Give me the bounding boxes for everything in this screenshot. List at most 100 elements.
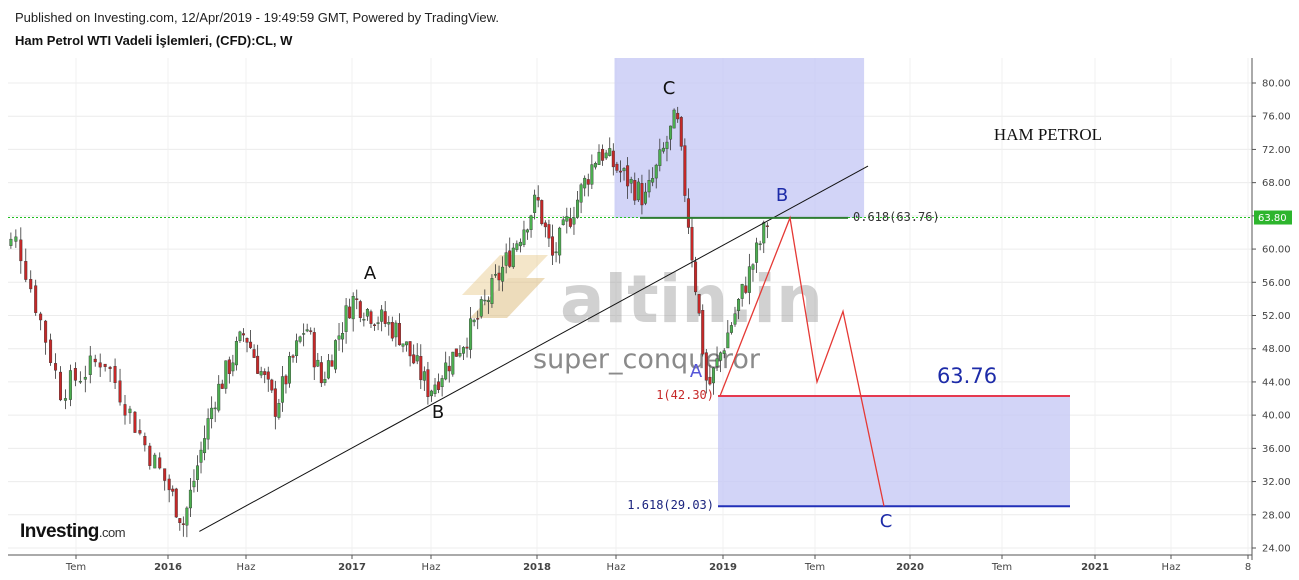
candle-body: [123, 404, 127, 416]
candle-body: [231, 362, 235, 372]
candle-body: [751, 264, 755, 270]
x-tick-label: 8: [1245, 562, 1251, 573]
wave-label-a2: A: [690, 361, 703, 382]
candle-body: [148, 445, 152, 466]
y-tick-label: 68.00: [1262, 178, 1291, 189]
candle-body: [755, 242, 759, 263]
candle-body: [711, 367, 715, 384]
candle-body: [447, 365, 451, 372]
candle-body: [34, 285, 38, 313]
candle-body: [408, 341, 412, 357]
y-tick-label: 36.00: [1262, 444, 1291, 455]
y-tick-label: 80.00: [1262, 79, 1291, 90]
logo-main: Investing: [20, 521, 99, 542]
candle-body: [326, 360, 330, 379]
x-tick-label: Haz: [422, 562, 441, 573]
candle-body: [341, 333, 345, 340]
candle-body: [561, 219, 565, 226]
annotation-target-value: 63.76: [937, 364, 997, 388]
candle-body: [622, 168, 626, 172]
x-tick-label: Tem: [991, 562, 1012, 573]
candle-body: [224, 360, 228, 389]
candle-body: [163, 468, 167, 481]
candle-body: [153, 454, 157, 469]
candle-body: [640, 183, 644, 206]
candle-body: [188, 489, 192, 509]
y-tick-label: 44.00: [1262, 377, 1291, 388]
candle-body: [14, 236, 18, 242]
candle-body: [312, 332, 316, 368]
candle-body: [536, 197, 540, 201]
candle-body: [719, 352, 723, 361]
candle-body: [88, 355, 92, 375]
candle-body: [373, 324, 377, 326]
published-line: Published on Investing.com, 12/Apr/2019 …: [15, 10, 499, 25]
candle-body: [647, 179, 651, 193]
candle-body: [454, 348, 458, 357]
candle-body: [419, 356, 423, 381]
candle-body: [694, 261, 698, 293]
candle-body: [576, 199, 580, 218]
candle-body: [690, 226, 694, 261]
x-tick-label: 2016: [154, 562, 182, 573]
candle-body: [287, 356, 291, 384]
candle-body: [284, 375, 288, 385]
candle-body: [422, 371, 426, 381]
wave-label-a: A: [364, 263, 377, 284]
candle-body: [118, 380, 122, 403]
candle-body: [39, 313, 43, 321]
candle-body: [54, 363, 58, 371]
candle-body: [93, 358, 97, 363]
x-tick-label: 2017: [338, 562, 366, 573]
candle-body: [669, 125, 673, 140]
candle-body: [511, 247, 515, 268]
trendline: [199, 165, 869, 532]
candle-body: [302, 333, 306, 335]
candle-body: [593, 163, 597, 168]
candle-body: [661, 147, 665, 152]
candle-body: [762, 222, 766, 244]
candle-body: [333, 340, 337, 370]
candle-body: [213, 407, 217, 410]
candle-body: [369, 311, 373, 324]
candle-body: [24, 261, 28, 280]
candle-body: [280, 376, 284, 403]
candle-body: [568, 218, 572, 227]
candle-body: [277, 403, 281, 418]
candle-body: [227, 359, 231, 374]
x-tick-label: 2019: [709, 562, 737, 573]
candle-body: [636, 181, 640, 201]
candle-body: [715, 358, 719, 367]
candle-body: [358, 301, 362, 318]
candle-body: [547, 224, 551, 239]
candle-body: [683, 145, 687, 196]
candle-body: [676, 112, 680, 120]
y-axis: 24.00 28.00 32.00 36.00 40.00 44.00 48.00 52.00…: [1252, 79, 1291, 555]
y-tick-label: 60.00: [1262, 245, 1291, 256]
candle-body: [626, 165, 630, 187]
candle-body: [291, 355, 295, 358]
candle-body: [415, 355, 419, 362]
candle-body: [397, 323, 401, 346]
candle-body: [522, 229, 526, 245]
candle-body: [309, 330, 313, 332]
candle-body: [493, 274, 497, 276]
candle-body: [249, 341, 253, 348]
candle-body: [579, 184, 583, 203]
candle-body: [465, 346, 469, 349]
candle-body: [59, 371, 63, 401]
candle-body: [740, 283, 744, 299]
candle-body: [726, 332, 730, 349]
candle-body: [744, 285, 748, 293]
candle-body: [426, 369, 430, 397]
candle-body: [195, 465, 199, 480]
y-tick-label: 48.00: [1262, 344, 1291, 355]
candle-body: [83, 376, 87, 380]
candle-body: [472, 319, 476, 323]
candle-body: [295, 340, 299, 357]
candle-body: [618, 170, 622, 173]
candle-body: [351, 296, 355, 320]
candle-body: [529, 215, 533, 230]
candle-body: [380, 309, 384, 322]
